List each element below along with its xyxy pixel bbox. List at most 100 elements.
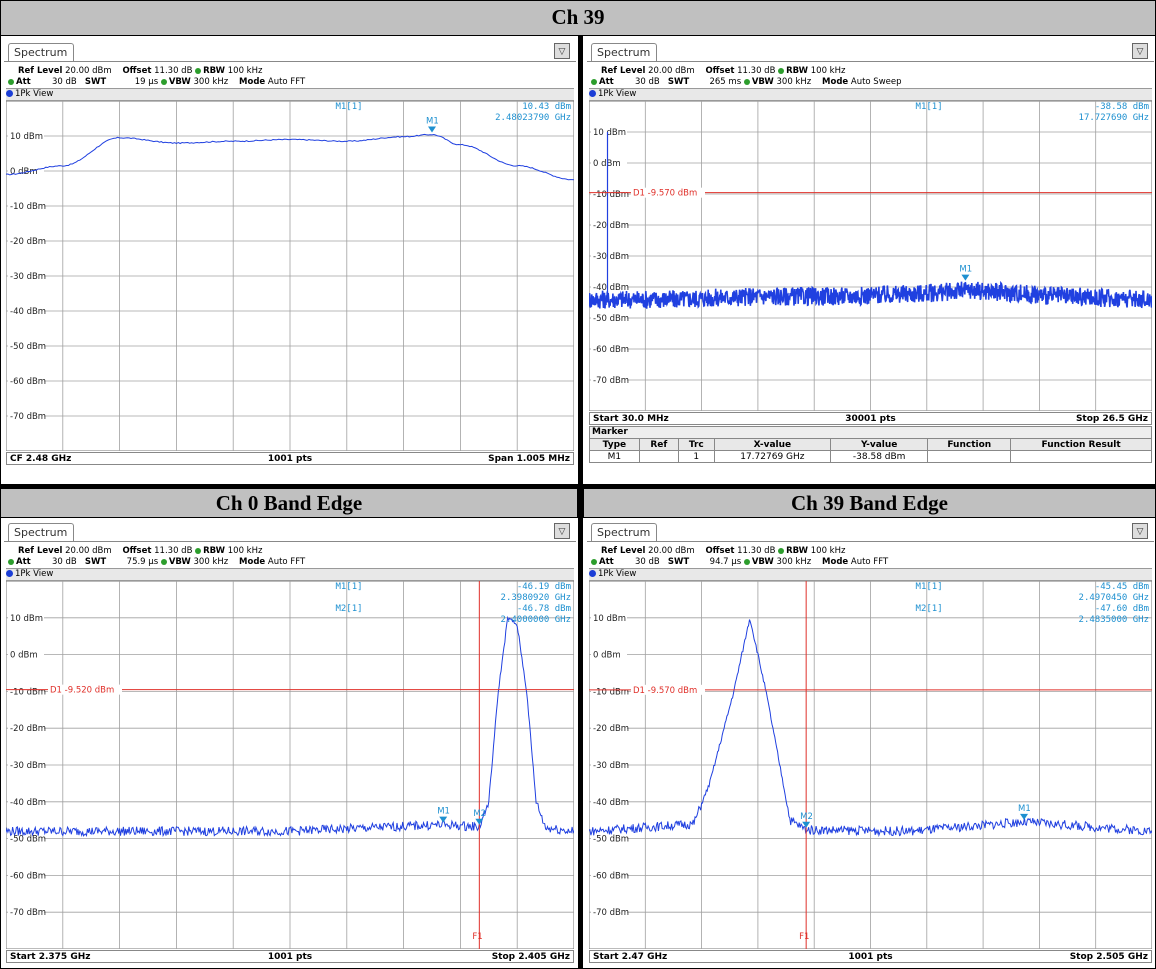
vbw-value: 300 kHz	[193, 77, 229, 87]
y-tick-label-bg	[591, 723, 627, 734]
rbw-label: RBW	[786, 546, 809, 556]
marker-table-cell: 17.72769 GHz	[713, 450, 832, 463]
offset-label: Offset	[122, 546, 152, 556]
marker-table-cell: M1	[589, 450, 640, 463]
marker-m1-tag: M1	[437, 807, 450, 817]
marker-readout-name: M1[1]	[335, 102, 362, 112]
marker-m1-tag: M1	[959, 265, 972, 275]
x-start-label: Start 2.47 GHz	[593, 952, 668, 962]
header-row-2: Att 30 dB SWT 94.7 µs VBW 300 kHz Mode Aut…	[591, 557, 888, 567]
bottom-left-title: Ch 0 Band Edge	[0, 488, 578, 518]
y-tick-label: 10 dBm	[593, 614, 626, 624]
offset-value: 11.30 dB	[154, 546, 193, 556]
y-tick-label: -50 dBm	[593, 835, 629, 845]
spectrum-plot: 10 dBm 0 dBm -10 dBm -20 dBm -30 dBm -40 dBm -…	[6, 581, 574, 949]
y-tick-label: 10 dBm	[10, 614, 43, 624]
ref-level-label: Ref Level	[18, 546, 63, 556]
rbw-value: 100 kHz	[810, 546, 846, 556]
vbw-status-icon	[743, 78, 750, 85]
marker-m1-symbol	[428, 126, 436, 133]
swt-label: SWT	[84, 557, 107, 567]
tab-underline	[4, 541, 576, 542]
spectrum-tab[interactable]: Spectrum	[8, 523, 74, 541]
marker-m1-symbol	[1020, 813, 1029, 820]
y-tick-label-bg	[8, 907, 44, 918]
spectrum-tab[interactable]: Spectrum	[591, 43, 657, 61]
marker-readout-freq: 2.4970450 GHz	[1079, 593, 1149, 603]
y-tick-label-bg	[591, 313, 627, 323]
x-stop-label: Stop 2.505 GHz	[1069, 952, 1148, 962]
marker-table-header: X-value	[713, 438, 832, 451]
marker-readout-level: -47.60 dBm	[1095, 604, 1149, 614]
y-tick-label-bg	[8, 131, 44, 141]
marker-readout-name: M1[1]	[916, 582, 943, 592]
rbw-label: RBW	[203, 546, 226, 556]
marker-table-header: Y-value	[830, 438, 929, 451]
y-tick-label: -60 dBm	[593, 871, 629, 881]
display-config-icon[interactable]: ▽	[1132, 523, 1148, 539]
y-tick-label: -60 dBm	[10, 377, 46, 387]
vbw-label: VBW	[168, 557, 191, 567]
trace-1-icon	[6, 570, 13, 577]
display-line-label-bg	[48, 684, 122, 695]
horizontal-divider	[0, 484, 1156, 488]
points-label: 1001 pts	[267, 952, 313, 962]
swt-label: SWT	[667, 557, 690, 567]
y-tick-label-bg	[8, 833, 44, 844]
marker-m2-symbol	[802, 821, 811, 828]
spectrum-plot: 10 dBm 0 dBm -10 dBm -20 dBm -30 dBm -40 dBm -…	[589, 581, 1152, 949]
x-start-label: Start 2.375 GHz	[10, 952, 91, 962]
trace-view-bar: 1Pk View	[589, 88, 1152, 101]
y-tick-label: -60 dBm	[10, 871, 46, 881]
y-tick-label: -30 dBm	[10, 272, 46, 282]
y-tick-label-bg	[8, 723, 44, 734]
display-config-icon[interactable]: ▽	[554, 523, 570, 539]
att-value: 30 dB	[634, 557, 660, 567]
display-config-icon[interactable]: ▽	[1132, 43, 1148, 59]
y-tick-label: -70 dBm	[593, 376, 629, 386]
marker-table-cell	[1010, 450, 1152, 463]
marker-table: Marker Type Ref Trc X-value Y-value Function Fu…	[589, 426, 1152, 463]
y-tick-label-bg	[591, 833, 627, 844]
trace-1-icon	[589, 90, 596, 97]
marker-readout-freq: 2.4835000 GHz	[1079, 615, 1149, 625]
marker-table-row: M1 1 17.72769 GHz -38.58 dBm	[589, 450, 1152, 463]
trace-1-line	[589, 619, 1152, 838]
y-tick-label-bg	[591, 796, 627, 807]
mode-value: Auto FFT	[267, 77, 306, 87]
att-status-icon	[8, 78, 14, 85]
marker-table-header: Ref	[638, 438, 679, 451]
y-tick-label-bg	[591, 649, 627, 660]
att-label: Att	[599, 557, 614, 567]
y-tick-label-bg	[591, 344, 627, 354]
vbw-label: VBW	[751, 77, 774, 87]
trace-1-line	[589, 280, 1152, 309]
marker-m2-tag: M2	[800, 812, 813, 822]
marker-readout-freq: 2.48023790 GHz	[495, 113, 571, 123]
y-tick-label-bg	[591, 189, 627, 199]
marker-readout-freq: 2.4000000 GHz	[501, 615, 571, 625]
marker-m1-tag: M1	[426, 116, 439, 126]
rbw-status-icon	[195, 547, 202, 554]
header-row-1: Ref Level 20.00 dBm Offset 11.30 dB RBW …	[18, 66, 262, 76]
display-config-icon[interactable]: ▽	[554, 43, 570, 59]
offset-label: Offset	[705, 66, 735, 76]
y-tick-label-bg	[591, 158, 627, 168]
spectrum-tab[interactable]: Spectrum	[591, 523, 657, 541]
marker-readout-name: M1[1]	[335, 582, 362, 592]
mode-label: Mode	[239, 77, 266, 87]
y-tick-label-bg	[591, 907, 627, 918]
spectrum-tab[interactable]: Spectrum	[8, 43, 74, 61]
x-stop-label: Stop 26.5 GHz	[1075, 414, 1148, 424]
view-label: 1Pk View	[598, 89, 637, 99]
y-tick-label: -40 dBm	[593, 798, 629, 808]
x-axis-footer: Start 30.0 MHz 30001 pts Stop 26.5 GHz	[589, 412, 1152, 425]
rbw-value: 100 kHz	[810, 66, 846, 76]
y-tick-label-bg	[8, 760, 44, 770]
y-tick-label: -10 dBm	[593, 190, 629, 200]
marker-table-cell: -38.58 dBm	[830, 450, 929, 463]
spectrum-plot: 10 dBm 0 dBm -10 dBm -20 dBm -30 dBm -40 dBm -…	[589, 101, 1152, 411]
y-tick-label-bg	[591, 870, 627, 881]
marker-readout-level: -46.78 dBm	[517, 604, 571, 614]
spectrum-panel-2: Spectrum ▽ Ref Level 20.00 dBm Offset 11.3…	[4, 520, 576, 966]
